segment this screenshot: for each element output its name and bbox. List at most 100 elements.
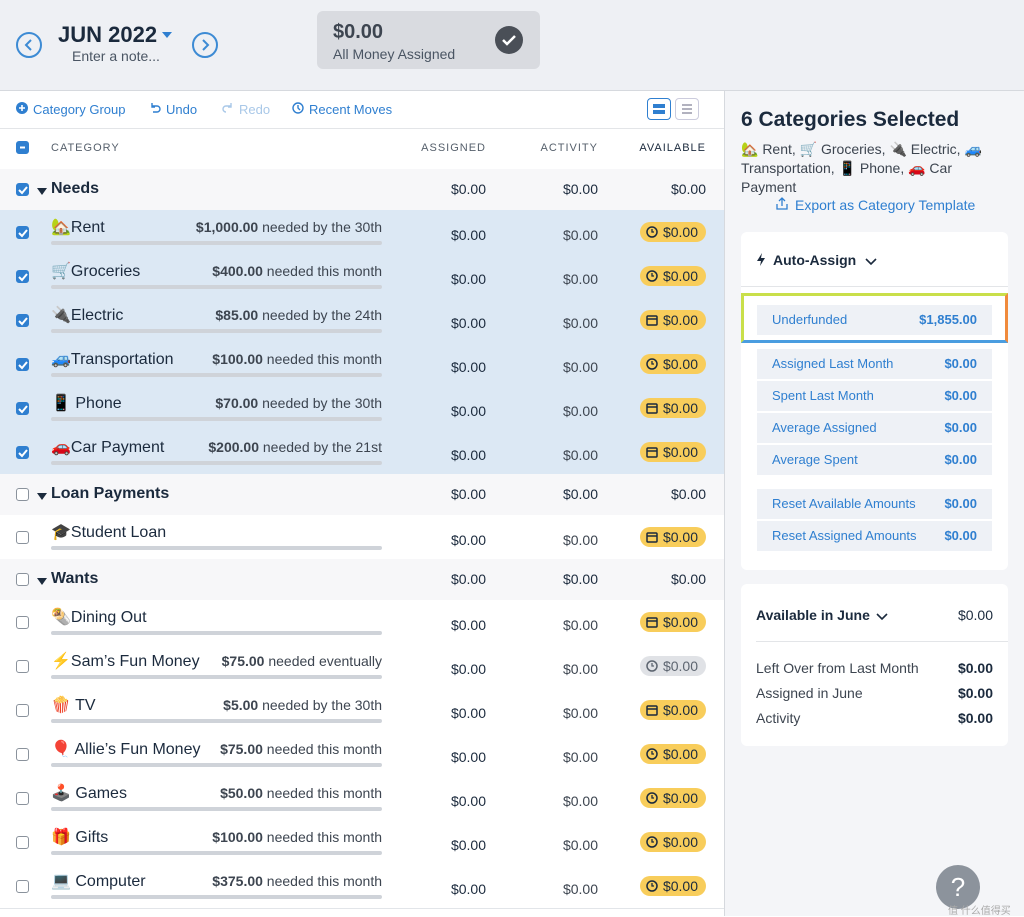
category-row[interactable]: 🚗Car Payment $200.00 needed by the 21st $0… xyxy=(0,430,724,475)
checkbox[interactable] xyxy=(16,270,29,283)
auto-assign-title[interactable]: Auto-Assign xyxy=(773,252,857,268)
assigned[interactable]: $0.00 xyxy=(450,881,486,897)
toolbar-button[interactable]: Redo xyxy=(239,102,271,117)
category-name[interactable]: 🚗Car Payment xyxy=(51,439,165,456)
month[interactable]: JUN 2022 xyxy=(58,22,158,47)
checkbox[interactable] xyxy=(16,792,29,805)
category-name[interactable]: 🚙Transportation xyxy=(51,351,174,368)
checkbox[interactable] xyxy=(16,314,29,327)
checkbox[interactable] xyxy=(16,488,29,501)
auto-assign-option[interactable]: Reset Available Amounts $0.00 xyxy=(757,489,992,519)
assigned[interactable]: $0.00 xyxy=(450,617,486,633)
category-name[interactable]: 🛒Groceries xyxy=(51,263,141,280)
assigned[interactable]: $0.00 xyxy=(450,227,486,243)
available-pill[interactable]: $0.00 xyxy=(639,612,706,632)
group-name[interactable]: Needs xyxy=(51,180,100,197)
toolbar-button[interactable]: Category Group xyxy=(33,102,126,117)
checkbox[interactable] xyxy=(16,573,29,586)
assigned[interactable]: $0.00 xyxy=(450,837,486,853)
checkbox[interactable] xyxy=(16,358,29,371)
assigned[interactable]: $0.00 xyxy=(450,793,486,809)
auto-assign-option[interactable]: Reset Assigned Amounts $0.00 xyxy=(757,521,992,551)
category-row[interactable]: 🔌Electric $85.00 needed by the 24th $0.00 $… xyxy=(0,298,724,343)
category-row[interactable]: 📱 Phone $70.00 needed by the 30th $0.00 $0.… xyxy=(0,386,724,431)
assigned[interactable]: $0.00 xyxy=(450,271,486,287)
checkbox[interactable] xyxy=(16,616,29,629)
category-row[interactable]: 🚙Transportation $100.00 needed this month… xyxy=(0,342,724,387)
checkbox[interactable] xyxy=(16,660,29,673)
checkbox[interactable] xyxy=(16,226,29,239)
available-pill[interactable]: $0.00 xyxy=(639,656,706,676)
category-name[interactable]: 🍿 TV xyxy=(51,697,96,714)
available-pill[interactable]: $0.00 xyxy=(639,700,706,720)
category-row[interactable]: 🎁 Gifts $100.00 needed this month $0.00 $0.… xyxy=(0,820,724,865)
category-name[interactable]: 📱 Phone xyxy=(51,395,122,412)
help-button[interactable]: ? xyxy=(936,865,980,909)
category-row[interactable]: ⚡Sam’s Fun Money $75.00 needed eventually… xyxy=(0,644,724,689)
category-row[interactable]: 🌯Dining Out $0.00 $0.00 $0.00 xyxy=(0,600,724,645)
available-pill[interactable]: $0.00 xyxy=(639,442,706,462)
category-name[interactable]: 🔌Electric xyxy=(51,307,124,324)
assigned[interactable]: $0.00 xyxy=(450,359,486,375)
auto-assign-option[interactable]: Average Spent $0.00 xyxy=(757,445,992,475)
assigned[interactable]: $0.00 xyxy=(450,403,486,419)
collapse-caret[interactable] xyxy=(37,184,47,202)
checkbox[interactable] xyxy=(16,141,29,154)
assigned[interactable]: $0.00 xyxy=(450,705,486,721)
checkbox[interactable] xyxy=(16,183,29,196)
category-row[interactable]: 🛒Groceries $400.00 needed this month $0.00… xyxy=(0,254,724,299)
category-name[interactable]: 🏡Rent xyxy=(51,219,105,236)
view-toggle[interactable] xyxy=(675,98,699,120)
assigned[interactable]: $0.00 xyxy=(450,749,486,765)
available-pill[interactable]: $0.00 xyxy=(639,354,706,374)
export-link[interactable]: Export as Category Template xyxy=(795,197,976,213)
available-pill[interactable]: $0.00 xyxy=(639,788,706,808)
category-row[interactable]: 🎈 Allie’s Fun Money $75.00 needed this mo… xyxy=(0,732,724,777)
available-pill[interactable]: $0.00 xyxy=(639,266,706,286)
available-pill[interactable]: $0.00 xyxy=(639,876,706,896)
auto-assign-option[interactable]: Assigned Last Month $0.00 xyxy=(757,349,992,379)
category-name[interactable]: 💻 Computer xyxy=(51,873,146,890)
category-row[interactable]: 🎓Student Loan $0.00 $0.00 $0.00 xyxy=(0,515,724,560)
auto-assign-option[interactable]: Average Assigned $0.00 xyxy=(757,413,992,443)
category-name[interactable]: 🌯Dining Out xyxy=(51,609,147,626)
assigned[interactable]: $0.00 xyxy=(450,661,486,677)
category-name[interactable]: 🕹️ Games xyxy=(51,785,127,802)
prev-month[interactable] xyxy=(16,32,42,58)
collapse-caret[interactable] xyxy=(37,489,47,507)
available-title[interactable]: Available in June xyxy=(756,607,870,623)
assigned[interactable]: $0.00 xyxy=(450,447,486,463)
checkbox[interactable] xyxy=(16,748,29,761)
category-row[interactable]: 🏡Rent $1,000.00 needed by the 30th $0.00 $0… xyxy=(0,210,724,255)
category-name[interactable]: 🎈 Allie’s Fun Money xyxy=(51,741,201,758)
collapse-caret[interactable] xyxy=(37,574,47,592)
category-name[interactable]: 🎓Student Loan xyxy=(51,524,167,541)
checkbox[interactable] xyxy=(16,880,29,893)
note[interactable]: Enter a note... xyxy=(72,48,160,64)
checkbox[interactable] xyxy=(16,704,29,717)
checkbox[interactable] xyxy=(16,531,29,544)
category-row[interactable]: 🍿 TV $5.00 needed by the 30th $0.00 $0.00 $0… xyxy=(0,688,724,733)
assigned[interactable]: $0.00 xyxy=(450,315,486,331)
auto-assign-option[interactable]: Spent Last Month $0.00 xyxy=(757,381,992,411)
checkbox[interactable] xyxy=(16,446,29,459)
category-row[interactable]: 🕹️ Games $50.00 needed this month $0.00 $0.… xyxy=(0,776,724,821)
view-toggle[interactable] xyxy=(647,98,671,120)
category-name[interactable]: 🎁 Gifts xyxy=(51,829,109,846)
assigned[interactable]: $0.00 xyxy=(450,532,486,548)
auto-assign-option[interactable]: Underfunded $1,855.00 xyxy=(757,305,992,335)
group-name[interactable]: Wants xyxy=(51,570,99,587)
available-pill[interactable]: $0.00 xyxy=(639,527,706,547)
toolbar-button[interactable]: Recent Moves xyxy=(309,102,393,117)
checkbox[interactable] xyxy=(16,836,29,849)
available-pill[interactable]: $0.00 xyxy=(639,744,706,764)
next-month[interactable] xyxy=(192,32,218,58)
available-pill[interactable]: $0.00 xyxy=(639,832,706,852)
group-name[interactable]: Loan Payments xyxy=(51,485,170,502)
toolbar-button[interactable]: Undo xyxy=(166,102,198,117)
checkbox[interactable] xyxy=(16,402,29,415)
category-row[interactable]: 💻 Computer $375.00 needed this month $0.00… xyxy=(0,864,724,909)
available-pill[interactable]: $0.00 xyxy=(639,222,706,242)
available-pill[interactable]: $0.00 xyxy=(639,310,706,330)
available-pill[interactable]: $0.00 xyxy=(639,398,706,418)
